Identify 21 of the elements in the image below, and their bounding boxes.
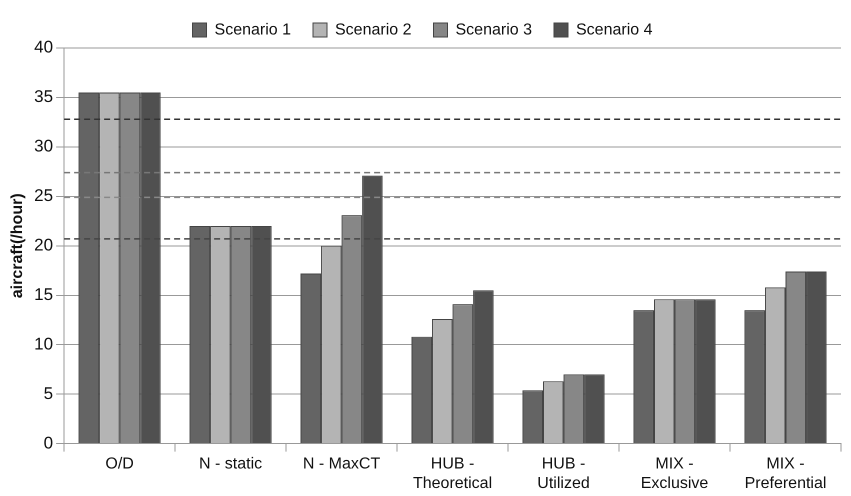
legend-label: Scenario 4 xyxy=(576,21,653,38)
y-tick-label: 35 xyxy=(34,87,54,106)
y-tick-label: 30 xyxy=(34,136,54,156)
y-tick-label: 25 xyxy=(34,186,54,206)
y-tick-label: 0 xyxy=(44,433,54,452)
y-tick-label: 15 xyxy=(34,284,54,304)
x-tick-label: HUB - Theoretical xyxy=(412,456,492,492)
y-axis-title: aircraft(/hour) xyxy=(9,193,26,298)
y-tick-label: 10 xyxy=(34,334,54,354)
y-tick-label: 20 xyxy=(34,235,54,254)
y-tick-label: 5 xyxy=(44,384,54,403)
x-tick-label: N - static xyxy=(199,456,262,473)
x-tick-label: N - MaxCT xyxy=(302,456,380,473)
legend-label: Scenario 1 xyxy=(214,21,292,38)
x-tick-label: O/D xyxy=(105,456,134,473)
legend-label: Scenario 3 xyxy=(456,21,532,38)
x-tick-label: MIX - Preferential xyxy=(744,456,826,492)
legend-label: Scenario 2 xyxy=(335,21,412,38)
y-tick-label: 40 xyxy=(34,38,54,57)
x-tick-label: HUB - Utilized xyxy=(537,456,590,492)
x-tick-label: MIX - Exclusive xyxy=(640,456,708,492)
